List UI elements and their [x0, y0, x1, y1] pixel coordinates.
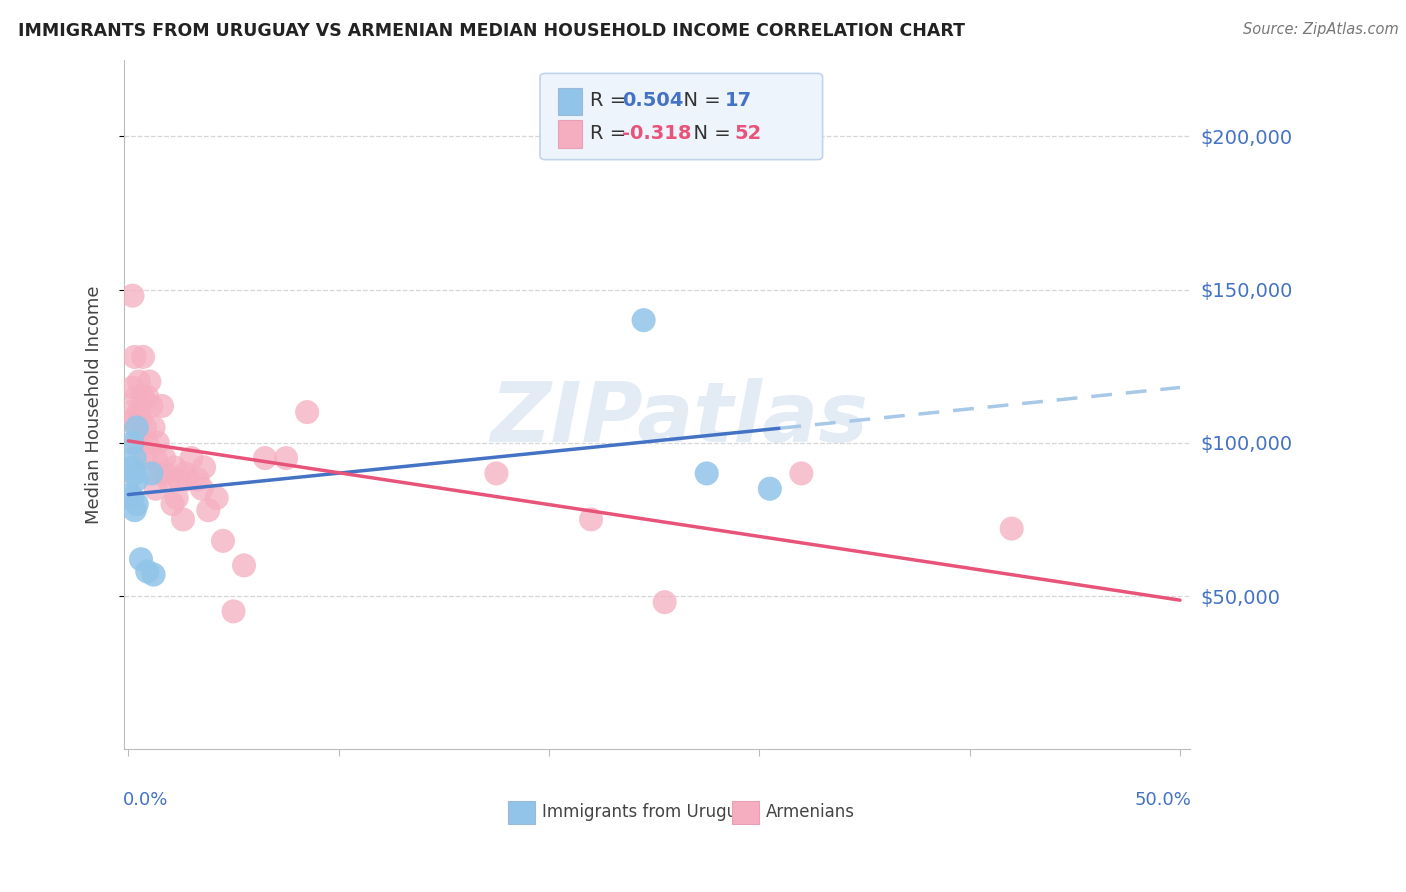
Point — [157, 473, 180, 487]
Point — [134, 420, 156, 434]
Point — [696, 467, 718, 481]
Bar — [558, 120, 582, 148]
Text: Source: ZipAtlas.com: Source: ZipAtlas.com — [1243, 22, 1399, 37]
Point — [191, 482, 214, 496]
Bar — [733, 801, 759, 824]
Text: 50.0%: 50.0% — [1135, 790, 1191, 809]
Point — [120, 405, 142, 419]
Point — [146, 435, 169, 450]
Point — [145, 482, 167, 496]
Point — [153, 451, 176, 466]
Point — [150, 399, 173, 413]
Point — [145, 451, 167, 466]
Text: Immigrants from Uruguay: Immigrants from Uruguay — [543, 803, 758, 821]
Point — [124, 411, 146, 425]
Point — [180, 451, 202, 466]
Point — [222, 604, 245, 618]
Point — [125, 390, 148, 404]
Point — [187, 473, 209, 487]
Text: 52: 52 — [734, 124, 761, 143]
Point — [121, 288, 143, 302]
Point — [166, 491, 188, 505]
Point — [155, 467, 177, 481]
Point — [654, 595, 676, 609]
Point — [633, 313, 655, 327]
Point — [141, 399, 163, 413]
Point — [163, 460, 186, 475]
Text: N =: N = — [671, 92, 727, 111]
Point — [132, 390, 155, 404]
Point — [142, 567, 165, 582]
Y-axis label: Median Household Income: Median Household Income — [86, 285, 103, 524]
Point — [790, 467, 813, 481]
Point — [129, 552, 152, 566]
Point — [212, 533, 235, 548]
Point — [125, 473, 148, 487]
Bar — [508, 801, 534, 824]
Point — [138, 375, 160, 389]
Bar — [558, 88, 582, 115]
Text: Armenians: Armenians — [766, 803, 855, 821]
Point — [134, 451, 156, 466]
Point — [121, 435, 143, 450]
Point — [142, 420, 165, 434]
Point — [205, 491, 228, 505]
Point — [121, 491, 143, 505]
Point — [121, 381, 143, 395]
Point — [274, 451, 297, 466]
Text: IMMIGRANTS FROM URUGUAY VS ARMENIAN MEDIAN HOUSEHOLD INCOME CORRELATION CHART: IMMIGRANTS FROM URUGUAY VS ARMENIAN MEDI… — [18, 22, 966, 40]
Point — [125, 420, 148, 434]
Text: R =: R = — [591, 124, 633, 143]
Point — [136, 565, 159, 579]
Point — [167, 473, 190, 487]
Text: -0.318: -0.318 — [621, 124, 692, 143]
Point — [233, 558, 256, 573]
Point — [141, 467, 163, 481]
Text: R =: R = — [591, 92, 633, 111]
Point — [579, 512, 602, 526]
Point — [176, 473, 198, 487]
Point — [124, 451, 146, 466]
Point — [125, 435, 148, 450]
Point — [125, 497, 148, 511]
Point — [124, 350, 146, 364]
Point — [124, 467, 146, 481]
Point — [193, 460, 215, 475]
Text: 0.0%: 0.0% — [124, 790, 169, 809]
Text: N =: N = — [681, 124, 737, 143]
Point — [136, 390, 159, 404]
Point — [197, 503, 219, 517]
Point — [162, 497, 184, 511]
Point — [132, 350, 155, 364]
Point — [121, 460, 143, 475]
Point — [128, 375, 150, 389]
Point — [485, 467, 508, 481]
Point — [1001, 522, 1024, 536]
Point — [295, 405, 318, 419]
Point — [129, 411, 152, 425]
Point — [174, 467, 197, 481]
Text: 0.504: 0.504 — [621, 92, 683, 111]
Point — [128, 405, 150, 419]
Point — [120, 488, 142, 502]
Text: 17: 17 — [724, 92, 752, 111]
Point — [172, 512, 194, 526]
Text: ZIPatlas: ZIPatlas — [489, 377, 868, 458]
Point — [149, 467, 172, 481]
Point — [124, 503, 146, 517]
Point — [254, 451, 277, 466]
FancyBboxPatch shape — [540, 73, 823, 160]
Point — [125, 420, 148, 434]
Point — [136, 435, 159, 450]
Point — [759, 482, 782, 496]
